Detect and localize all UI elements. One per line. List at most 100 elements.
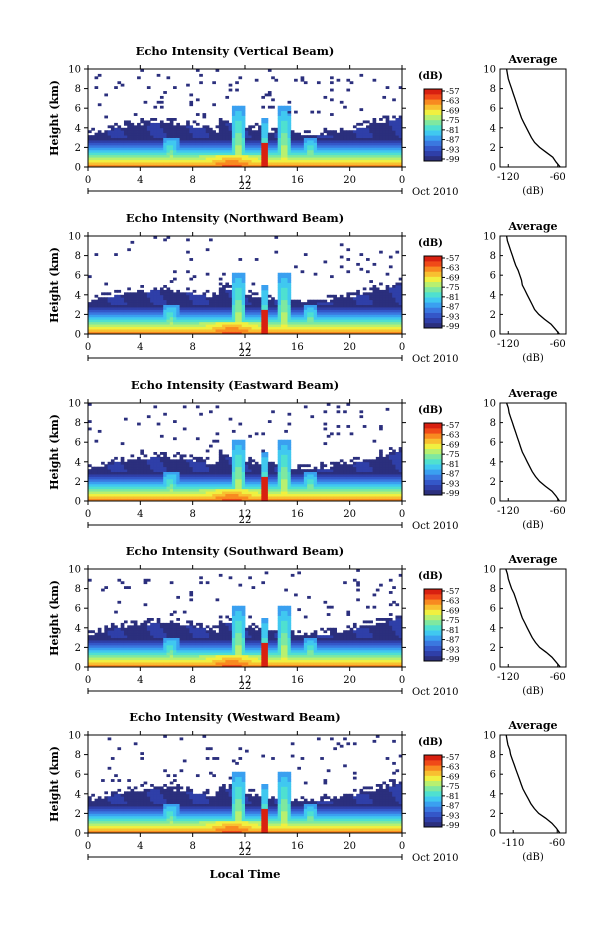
heatmap-cell xyxy=(343,312,347,315)
heatmap-cell xyxy=(314,322,318,325)
heatmap-cell xyxy=(281,125,285,128)
heatmap-cell xyxy=(206,481,210,484)
heatmap-cell xyxy=(176,496,180,499)
heatmap-cell xyxy=(91,307,95,310)
heatmap-cell xyxy=(160,481,164,484)
heatmap-cell xyxy=(291,319,295,322)
heatmap-cell xyxy=(356,307,360,310)
heatmap-cell xyxy=(255,319,259,322)
heatmap-cell xyxy=(170,307,174,310)
heatmap-cell xyxy=(359,327,363,330)
heatmap-cell xyxy=(137,300,141,303)
heatmap-cell xyxy=(258,486,262,489)
heatmap-cell xyxy=(196,486,200,489)
heatmap-cell xyxy=(212,157,216,160)
heatmap-cell xyxy=(232,145,236,148)
heatmap-cell xyxy=(180,469,184,472)
heatmap-cell xyxy=(382,155,386,158)
heatmap-cell xyxy=(153,123,157,126)
heatmap-cell xyxy=(258,479,262,482)
heatmap-cell xyxy=(157,162,161,165)
heatmap-cell xyxy=(359,319,363,322)
heatmap-cell xyxy=(245,128,249,131)
heatmap-cell xyxy=(248,472,252,475)
heatmap-cell xyxy=(183,147,187,150)
heatmap-cell xyxy=(212,324,216,327)
heatmap-cell xyxy=(284,445,288,448)
heatmap-cell xyxy=(124,135,128,138)
heatmap-cell xyxy=(232,445,236,448)
heatmap-cell xyxy=(163,494,167,497)
heatmap-cell xyxy=(114,481,118,484)
avg-y-tick-label: 4 xyxy=(490,123,496,134)
heatmap-cell xyxy=(140,307,144,310)
heatmap-cell xyxy=(209,486,213,489)
heatmap-cell xyxy=(101,469,105,472)
heatmap-cell xyxy=(98,152,102,155)
heatmap-cell xyxy=(261,469,265,472)
heatmap-cell xyxy=(147,317,151,320)
heatmap-cell xyxy=(186,489,190,492)
heatmap-cell xyxy=(310,157,314,160)
heatmap-cell xyxy=(95,327,99,330)
heatmap-cell xyxy=(288,442,292,445)
heatmap-cell xyxy=(163,457,167,460)
heatmap-cell xyxy=(95,253,99,256)
heatmap-cell xyxy=(219,123,223,126)
heatmap-cell xyxy=(160,452,164,455)
heatmap-cell xyxy=(117,135,121,138)
heatmap-cell xyxy=(157,312,161,315)
heatmap-cell xyxy=(265,477,269,480)
heatmap-cell xyxy=(366,133,370,136)
heatmap-cell xyxy=(225,319,229,322)
heatmap-cell xyxy=(343,135,347,138)
heatmap-cell xyxy=(137,322,141,325)
heatmap-cell xyxy=(127,300,131,303)
heatmap-cell xyxy=(274,491,278,494)
heatmap-cell xyxy=(206,147,210,150)
heatmap-cell xyxy=(392,138,396,141)
heatmap-cell xyxy=(209,147,213,150)
heatmap-cell xyxy=(193,147,197,150)
heatmap-cell xyxy=(147,135,151,138)
heatmap-cell xyxy=(386,317,390,320)
heatmap-cell xyxy=(288,128,292,131)
heatmap-cell xyxy=(186,317,190,320)
heatmap-cell xyxy=(193,469,197,472)
heatmap-cell xyxy=(242,484,246,487)
heatmap-cell xyxy=(232,462,236,465)
heatmap-cell xyxy=(324,329,328,332)
heatmap-cell xyxy=(167,128,171,131)
heatmap-cell xyxy=(278,467,282,470)
heatmap-cell xyxy=(238,484,242,487)
heatmap-cell xyxy=(284,135,288,138)
heatmap-cell xyxy=(144,462,148,465)
heatmap-cell xyxy=(114,290,118,293)
heatmap-cell xyxy=(111,327,115,330)
heatmap-cell xyxy=(288,489,292,492)
heatmap-cell xyxy=(209,135,213,138)
heatmap-cell xyxy=(343,319,347,322)
heatmap-cell xyxy=(127,307,131,310)
heatmap-cell xyxy=(324,157,328,160)
heatmap-cell xyxy=(147,150,151,153)
heatmap-cell xyxy=(206,128,210,131)
heatmap-cell xyxy=(167,157,171,160)
heatmap-cell xyxy=(359,157,363,160)
heatmap-cell xyxy=(222,143,226,146)
heatmap-cell xyxy=(167,329,171,332)
heatmap-cell xyxy=(183,128,187,131)
heatmap-cell xyxy=(219,145,223,148)
heatmap-cell xyxy=(288,150,292,153)
heatmap-cell xyxy=(324,96,328,99)
heatmap-cell xyxy=(294,489,298,492)
heatmap-cell xyxy=(320,157,324,160)
heatmap-cell xyxy=(356,292,360,295)
heatmap-cell xyxy=(297,319,301,322)
heatmap-cell xyxy=(95,312,99,315)
heatmap-cell xyxy=(359,145,363,148)
heatmap-cell xyxy=(229,496,233,499)
heatmap-cell xyxy=(193,477,197,480)
heatmap-cell xyxy=(121,138,125,141)
heatmap-cell xyxy=(379,297,383,300)
